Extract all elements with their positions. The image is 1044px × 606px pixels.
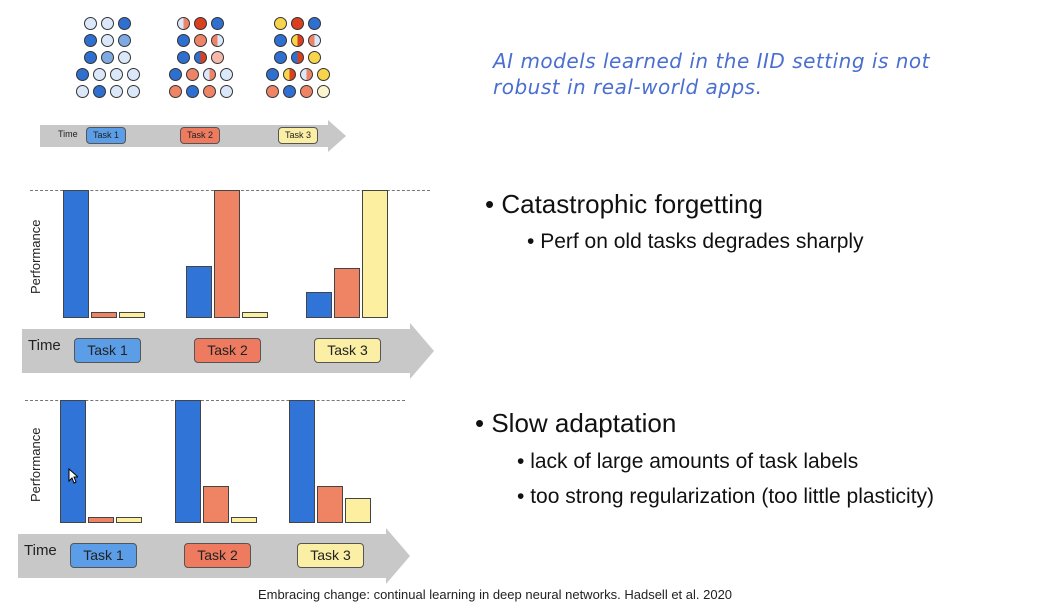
- data-dot: [84, 34, 97, 47]
- data-dot: [317, 68, 330, 81]
- data-dot: [300, 85, 313, 98]
- data-dot: [177, 51, 190, 64]
- citation: Embracing change: continual learning in …: [257, 587, 733, 602]
- data-dot: [203, 85, 216, 98]
- data-dot: [84, 17, 97, 30]
- bullet-catastrophic-forgetting: • Catastrophic forgetting: [485, 189, 763, 219]
- task-label: Task 1: [74, 338, 141, 363]
- data-dot: [186, 85, 199, 98]
- bar: [231, 516, 257, 523]
- sub-bullet: • too strong regularization (too little …: [517, 485, 935, 508]
- data-dot: [110, 85, 123, 98]
- sub-bullet-text: too strong regularization (too little pl…: [530, 485, 935, 508]
- task-label: Task 3: [314, 338, 381, 363]
- time-label: Time: [58, 129, 78, 139]
- data-dot: [211, 34, 224, 47]
- bar: [116, 516, 142, 523]
- data-dot: [110, 68, 123, 81]
- data-dot: [118, 51, 131, 64]
- data-dot: [169, 68, 182, 81]
- data-dot: [291, 17, 304, 30]
- bar: [289, 400, 315, 523]
- sub-bullet-text: Perf on old tasks degrades sharply: [540, 230, 864, 253]
- bar: [334, 268, 360, 318]
- data-dot: [194, 51, 207, 64]
- data-dot: [308, 34, 321, 47]
- data-dot: [300, 68, 313, 81]
- data-dot: [291, 34, 304, 47]
- bar: [175, 400, 201, 523]
- sub-bullet: • Perf on old tasks degrades sharply: [527, 230, 864, 253]
- bar: [186, 265, 212, 318]
- task-label: Task 2: [184, 543, 251, 568]
- bar: [60, 400, 86, 523]
- data-dot: [194, 17, 207, 30]
- bullet-title: Catastrophic forgetting: [501, 189, 763, 219]
- data-dot: [118, 34, 131, 47]
- y-axis-label: Performance: [28, 427, 43, 502]
- sub-bullet-text: lack of large amounts of task labels: [530, 450, 859, 473]
- annotation-text: AI models learned in the IID setting is …: [493, 49, 930, 99]
- bar: [203, 486, 229, 523]
- data-dot: [211, 51, 224, 64]
- data-dot: [266, 85, 279, 98]
- bullet-slow-adaptation: • Slow adaptation: [475, 408, 677, 438]
- bar: [119, 311, 145, 318]
- data-dot: [186, 68, 199, 81]
- data-dot: [283, 85, 296, 98]
- reference-line: [25, 400, 405, 401]
- bar: [345, 498, 371, 523]
- data-dot: [76, 85, 89, 98]
- task-label: Task 2: [194, 338, 261, 363]
- data-dot: [194, 34, 207, 47]
- task-1-box: Task 1: [86, 127, 126, 144]
- mouse-cursor-icon: [68, 468, 78, 484]
- sub-bullet: • lack of large amounts of task labels: [517, 450, 859, 473]
- data-dot: [266, 68, 279, 81]
- data-dot: [308, 51, 321, 64]
- bar: [88, 516, 114, 523]
- task-label: Task 1: [70, 543, 137, 568]
- bullet-title: Slow adaptation: [491, 408, 677, 438]
- bar: [91, 311, 117, 318]
- y-axis-label: Performance: [28, 219, 43, 294]
- data-dot: [220, 68, 233, 81]
- bar: [214, 190, 240, 318]
- bar: [63, 190, 89, 318]
- data-dot: [274, 51, 287, 64]
- data-dot: [118, 17, 131, 30]
- data-dot: [127, 85, 140, 98]
- data-dot: [84, 51, 97, 64]
- data-dot: [76, 68, 89, 81]
- data-dot: [127, 68, 140, 81]
- bar: [242, 311, 268, 318]
- data-dot: [283, 68, 296, 81]
- x-axis-label: Time: [24, 542, 57, 559]
- data-dot: [177, 34, 190, 47]
- task-label: Task 3: [297, 543, 364, 568]
- data-dot: [101, 34, 114, 47]
- data-dot: [101, 51, 114, 64]
- data-dot: [274, 17, 287, 30]
- data-dot: [274, 34, 287, 47]
- bar: [306, 292, 332, 318]
- bar: [362, 190, 388, 318]
- data-dot: [177, 17, 190, 30]
- data-dot: [93, 85, 106, 98]
- data-dot: [211, 17, 224, 30]
- data-dot: [93, 68, 106, 81]
- x-axis-label: Time: [28, 337, 61, 354]
- data-dot: [203, 68, 216, 81]
- task-2-box: Task 2: [180, 127, 220, 144]
- bar: [317, 486, 343, 523]
- data-dot: [317, 85, 330, 98]
- task-3-box: Task 3: [278, 127, 318, 144]
- data-dot: [291, 51, 304, 64]
- data-dot: [220, 85, 233, 98]
- data-dot: [169, 85, 182, 98]
- data-dot: [101, 17, 114, 30]
- data-dot: [308, 17, 321, 30]
